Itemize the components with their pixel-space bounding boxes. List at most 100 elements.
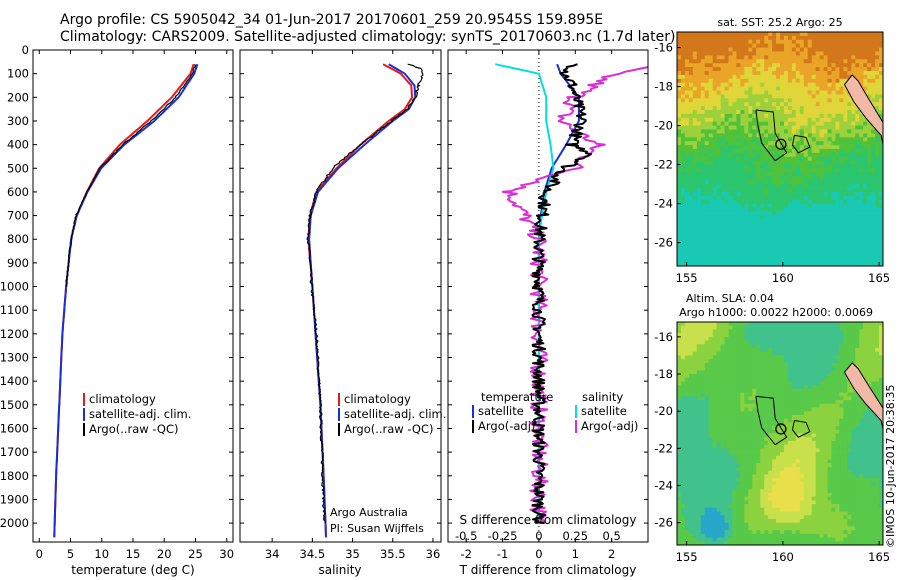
map-cell (815, 133, 821, 138)
map-cell (839, 238, 844, 244)
map-cell (688, 86, 694, 92)
map-cell (823, 78, 829, 84)
map-cell (784, 336, 789, 342)
map-cell (815, 440, 821, 446)
map-cell (776, 227, 781, 232)
map-cell (772, 448, 777, 453)
map-cell (807, 149, 813, 154)
map-cell (867, 336, 872, 342)
map-cell (843, 444, 848, 449)
map-cell (752, 94, 757, 99)
map-cell (677, 35, 682, 41)
map-cell (819, 452, 825, 457)
map-cell (827, 215, 833, 220)
map-cell (843, 47, 848, 53)
map-cell (819, 47, 825, 53)
map-cell (716, 129, 722, 134)
map-cell (720, 400, 726, 405)
map-cell (795, 168, 801, 173)
map-cell (764, 230, 769, 236)
map-cell (795, 452, 801, 457)
map-cell (807, 164, 813, 170)
map-cell (795, 106, 801, 111)
map-cell (764, 125, 769, 131)
map-cell (827, 152, 833, 158)
map-cell (732, 137, 738, 142)
map-cell (772, 366, 777, 371)
map-cell (744, 246, 749, 251)
map-cell (863, 370, 868, 375)
map-cell (839, 152, 844, 158)
map-cell (724, 172, 730, 177)
map-cell (780, 262, 785, 266)
map-cell (760, 340, 765, 345)
map-cell (708, 215, 714, 220)
map-cell (740, 429, 745, 435)
map-cell (704, 180, 710, 185)
map-cell (700, 385, 706, 390)
map-cell (704, 199, 710, 205)
map-cell (688, 403, 694, 409)
map-cell (787, 149, 793, 154)
map-cell (740, 184, 745, 189)
map-cell (740, 125, 745, 131)
map-cell (871, 59, 876, 64)
map-cell (819, 35, 825, 41)
map-cell (851, 355, 856, 360)
map-cell (696, 355, 702, 360)
map-cell (744, 82, 749, 88)
map-cell (696, 121, 702, 127)
map-cell (732, 98, 738, 103)
map-cell (803, 110, 809, 115)
map-cell (736, 448, 741, 453)
map-cell (791, 43, 797, 49)
map-cell (799, 392, 805, 397)
map-cell (859, 242, 864, 248)
map-cell (692, 407, 698, 412)
map-cell (871, 160, 876, 166)
map-cell (807, 32, 813, 37)
map-cell (847, 113, 852, 119)
map-cell (740, 207, 745, 212)
map-cell (724, 133, 730, 138)
map-cell (756, 234, 761, 240)
map-cell (807, 110, 813, 115)
map-cell (827, 133, 833, 138)
map-cell (728, 133, 734, 138)
map-cell (863, 211, 868, 216)
map-cell (875, 137, 880, 142)
map-cell (784, 121, 789, 127)
map-cell (748, 32, 753, 37)
map-cell (736, 129, 741, 134)
map-cell (776, 141, 781, 146)
map-cell (681, 145, 686, 150)
map-cell (791, 102, 797, 107)
map-cell (831, 90, 837, 95)
map-cell (831, 207, 837, 212)
map-cell (831, 250, 837, 255)
map-cell (807, 176, 813, 181)
map-cell (843, 188, 848, 193)
map-cell (688, 336, 694, 342)
map-cell (732, 429, 738, 435)
map-cell (752, 63, 757, 68)
map-cell (855, 355, 860, 360)
map-cell (799, 396, 805, 401)
map-cell (871, 164, 876, 170)
map-cell (823, 422, 829, 427)
map-cell (831, 355, 837, 360)
map-cell (859, 230, 864, 236)
map-cell (712, 422, 718, 427)
map-cell (684, 246, 690, 251)
map-cell (732, 141, 738, 146)
map-cell (760, 355, 765, 360)
map-cell (696, 254, 702, 259)
map-cell (681, 125, 686, 131)
map-cell (681, 400, 686, 405)
map-cell (677, 418, 682, 423)
map-cell (772, 426, 777, 431)
map-cell (756, 433, 761, 438)
map-cell (843, 199, 848, 205)
map-cell (692, 32, 698, 37)
map-cell (712, 51, 718, 56)
